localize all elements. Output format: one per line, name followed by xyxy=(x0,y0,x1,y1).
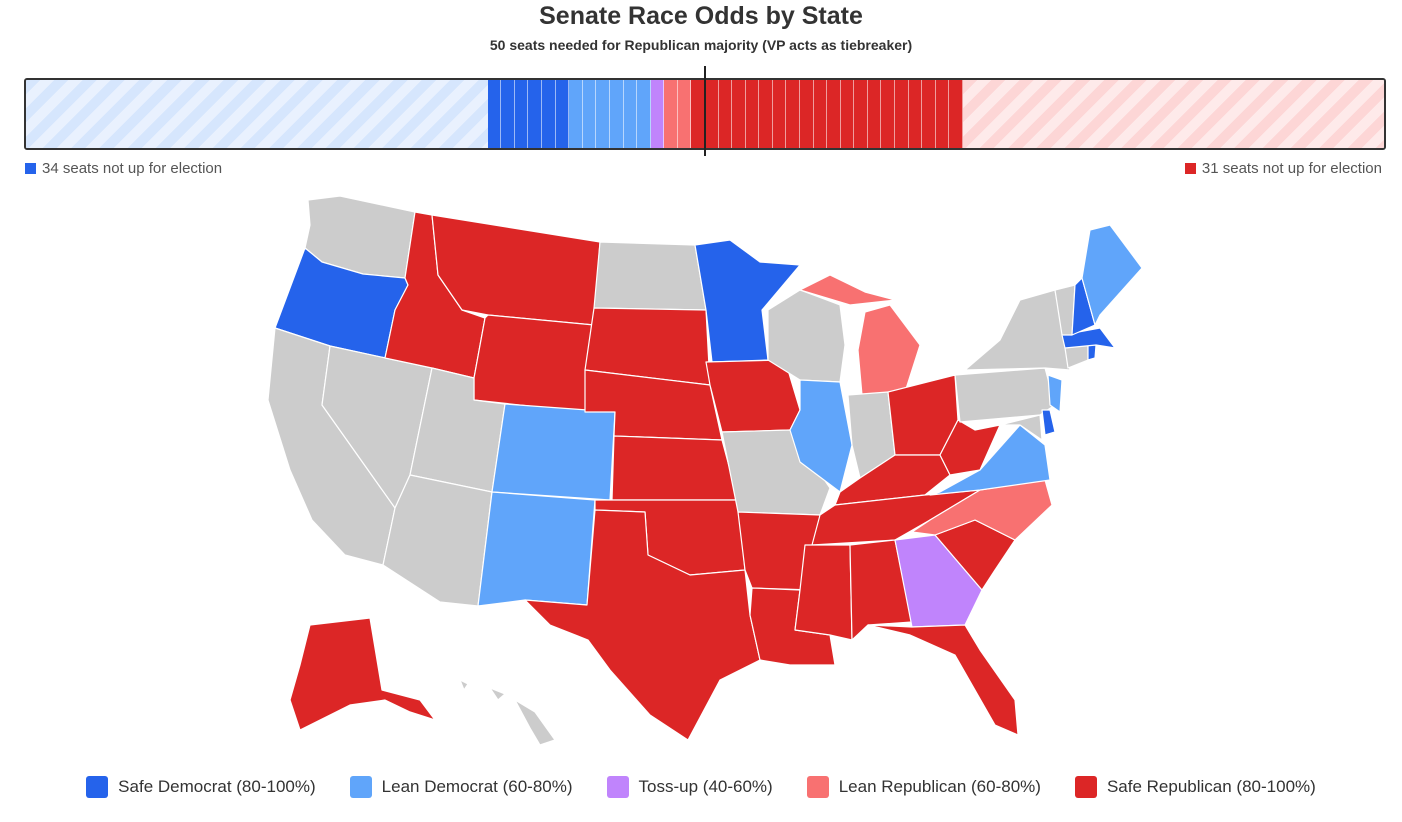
state-new-jersey[interactable] xyxy=(1047,374,1063,413)
seat-lean-dem xyxy=(596,80,610,148)
legend: Safe Democrat (80-100%) Lean Democrat (60… xyxy=(0,776,1402,798)
legend-label: Safe Democrat (80-100%) xyxy=(118,777,316,796)
seat-safe-dem xyxy=(501,80,515,148)
dem-not-up-segment xyxy=(26,80,488,148)
seat-safe-rep xyxy=(881,80,896,148)
seat-safe-dem xyxy=(542,80,556,148)
state-connecticut[interactable] xyxy=(1064,344,1089,369)
state-kansas[interactable] xyxy=(611,435,739,501)
rep-square-icon xyxy=(1184,163,1196,174)
state-illinois[interactable] xyxy=(789,379,853,493)
state-new-york[interactable] xyxy=(964,289,1071,371)
legend-swatch xyxy=(349,776,372,798)
seat-safe-rep xyxy=(786,80,801,148)
seat-safe-dem xyxy=(487,80,502,148)
seat-lean-rep xyxy=(664,80,678,148)
state-maryland[interactable] xyxy=(999,414,1043,441)
legend-label: Toss-up (40-60%) xyxy=(638,777,773,796)
state-mississippi[interactable] xyxy=(794,544,853,641)
seat-safe-rep xyxy=(867,80,882,148)
seat-safe-dem xyxy=(555,80,570,148)
seat-safe-dem xyxy=(528,80,543,148)
state-florida[interactable] xyxy=(867,624,1019,736)
state-georgia[interactable] xyxy=(894,534,983,628)
state-wyoming[interactable] xyxy=(473,314,595,413)
rep-not-up-segment xyxy=(962,80,1384,148)
state-delaware[interactable] xyxy=(1041,409,1056,436)
legend-swatch xyxy=(1074,776,1097,798)
seat-safe-dem xyxy=(514,80,529,148)
seat-bar-container xyxy=(24,66,1386,156)
seat-lean-dem xyxy=(637,80,651,148)
seat-safe-rep xyxy=(854,80,868,148)
state-maine[interactable] xyxy=(1081,224,1143,326)
majority-line xyxy=(704,66,706,156)
state-virginia[interactable] xyxy=(929,424,1051,496)
seat-safe-rep xyxy=(827,80,841,148)
state-north-dakota[interactable] xyxy=(593,241,707,311)
state-new-mexico[interactable] xyxy=(477,491,596,607)
seat-lean-dem xyxy=(569,80,583,148)
seat-lean-dem xyxy=(623,80,638,148)
rep-not-up-label: 31 seats not up for election xyxy=(1201,160,1382,177)
legend-label: Lean Democrat (60-80%) xyxy=(381,777,573,796)
state-colorado[interactable] xyxy=(491,403,616,501)
seat-safe-rep xyxy=(732,80,746,148)
seat-safe-rep xyxy=(691,80,705,148)
rep-not-up-note: 31 seats not up for election xyxy=(1184,160,1382,177)
state-alabama[interactable] xyxy=(849,539,913,641)
seat-safe-rep xyxy=(813,80,828,148)
legend-swatch xyxy=(86,776,109,798)
us-map xyxy=(267,195,1143,746)
seat-safe-rep xyxy=(922,80,936,148)
state-rhode-island[interactable] xyxy=(1087,344,1097,361)
legend-swatch xyxy=(606,776,629,798)
seat-lean-dem xyxy=(609,80,624,148)
seat-safe-rep xyxy=(949,80,963,148)
state-minnesota[interactable] xyxy=(694,239,801,363)
seat-safe-rep xyxy=(718,80,733,148)
dem-not-up-label: 34 seats not up for election xyxy=(42,160,223,177)
state-hawaii[interactable] xyxy=(459,679,556,746)
state-texas[interactable] xyxy=(524,509,761,741)
legend-swatch xyxy=(806,776,829,798)
legend-label: Safe Republican (80-100%) xyxy=(1106,777,1316,796)
seat-safe-rep xyxy=(772,80,787,148)
seat-tossup xyxy=(650,80,665,148)
seat-safe-rep xyxy=(840,80,855,148)
seat-lean-dem xyxy=(582,80,597,148)
dem-square-icon xyxy=(25,163,36,174)
seat-safe-rep xyxy=(745,80,760,148)
seat-safe-rep xyxy=(800,80,814,148)
state-pennsylvania[interactable] xyxy=(954,367,1056,423)
seat-safe-rep xyxy=(759,80,773,148)
legend-item-safe-rep: Safe Republican (80-100%) xyxy=(1074,776,1316,798)
seat-safe-rep xyxy=(895,80,909,148)
seat-safe-rep xyxy=(908,80,923,148)
dem-not-up-note: 34 seats not up for election xyxy=(25,160,222,177)
seat-lean-rep xyxy=(677,80,692,148)
legend-label: Lean Republican (60-80%) xyxy=(838,777,1041,796)
legend-item-tossup: Toss-up (40-60%) xyxy=(606,776,773,798)
legend-item-lean-dem: Lean Democrat (60-80%) xyxy=(349,776,573,798)
state-alaska[interactable] xyxy=(289,617,436,731)
legend-item-lean-rep: Lean Republican (60-80%) xyxy=(806,776,1041,798)
page-title: Senate Race Odds by State xyxy=(539,2,863,30)
seat-safe-rep xyxy=(935,80,950,148)
legend-item-safe-dem: Safe Democrat (80-100%) xyxy=(86,776,316,798)
page-subtitle: 50 seats needed for Republican majority … xyxy=(489,37,913,53)
seat-safe-rep xyxy=(704,80,719,148)
